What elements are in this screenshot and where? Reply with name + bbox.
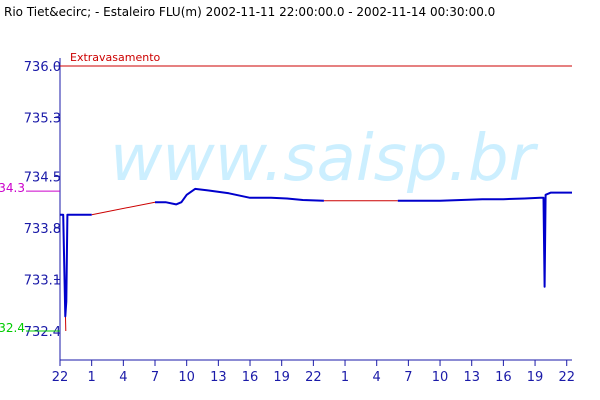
x-tick-label: 22 <box>52 370 69 385</box>
x-tick-label: 16 <box>495 370 512 385</box>
series-gap-line <box>91 201 156 216</box>
x-tick-label: 1 <box>88 370 96 385</box>
chart-watermark: www.saisp.br <box>110 122 539 196</box>
max-marker-label: 734.3 <box>0 181 25 195</box>
y-tick-label: 736.0 <box>24 60 61 75</box>
y-tick-label: 733.8 <box>24 222 61 237</box>
x-tick-label: 4 <box>119 370 127 385</box>
x-tick-label: 22 <box>558 370 575 385</box>
x-tick-label: 1 <box>341 370 349 385</box>
x-tick-label: 10 <box>178 370 195 385</box>
x-tick-label: 22 <box>305 370 322 385</box>
marker-group: Extravasamento 734.3 732.4 <box>0 51 572 335</box>
y-tick-group: 736.0 735.3 734.5 733.8 733.1 732.4 <box>24 60 61 340</box>
x-tick-label: 7 <box>404 370 412 385</box>
x-tick-label: 4 <box>373 370 381 385</box>
series-line <box>397 191 572 288</box>
y-tick-label: 734.5 <box>24 170 61 185</box>
x-tick-group: 22 1 4 7 10 13 16 19 22 1 4 7 10 13 16 19 22 <box>52 360 575 385</box>
threshold-label: Extravasamento <box>70 51 161 64</box>
series-line <box>60 213 92 318</box>
x-tick-label: 19 <box>273 370 290 385</box>
y-tick-label: 733.1 <box>24 273 61 288</box>
y-tick-label: 735.3 <box>24 112 61 127</box>
x-tick-label: 13 <box>210 370 227 385</box>
x-tick-label: 19 <box>527 370 544 385</box>
series-group <box>60 187 572 332</box>
chart-title: Rio Tiet&ecirc; - Estaleiro FLU(m) 2002-… <box>4 5 495 19</box>
min-marker-label: 732.4 <box>0 321 25 335</box>
x-tick-label: 16 <box>242 370 259 385</box>
series-line <box>155 187 324 206</box>
x-tick-label: 7 <box>151 370 159 385</box>
x-tick-label: 13 <box>463 370 480 385</box>
x-tick-label: 10 <box>432 370 449 385</box>
y-tick-label: 732.4 <box>24 325 61 340</box>
